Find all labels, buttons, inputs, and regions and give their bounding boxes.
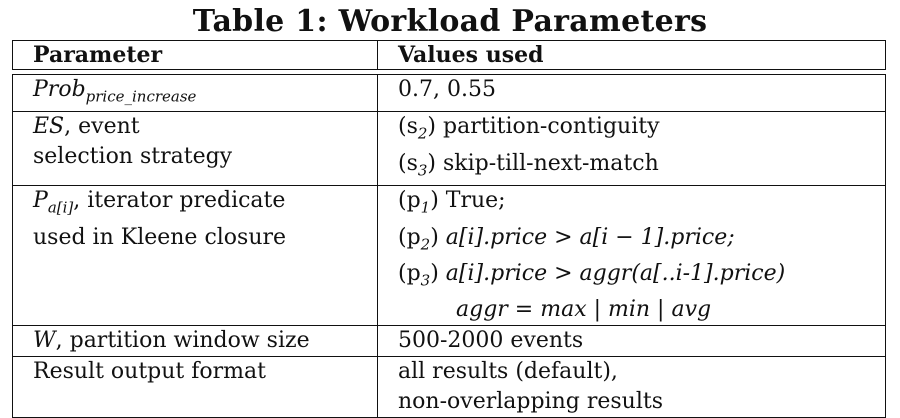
table-row: Probprice_increase 0.7, 0.55 <box>12 73 886 113</box>
table-row: ES, event selection strategy (s2) partit… <box>12 111 886 187</box>
table-row: Pa[i], iterator predicate used in Kleene… <box>12 185 886 327</box>
value-line: (p3) a[i].price > aggr(a[..i-1].price) <box>398 260 786 290</box>
param-symbol: ES <box>33 114 65 140</box>
table-row: W, partition window size 500-2000 events <box>12 325 886 358</box>
param-cell: ES, event selection strategy <box>12 111 378 187</box>
param-symbol: Prob <box>33 77 86 102</box>
value-line: all results (default), <box>398 359 618 385</box>
values-cell: (p1) True; (p2) a[i].price > a[i − 1].pr… <box>377 185 886 327</box>
value-line: (p2) a[i].price > a[i − 1].price; <box>398 224 735 253</box>
table-caption: Table 1: Workload Parameters <box>192 4 708 39</box>
values-cell: 500-2000 events <box>377 325 886 358</box>
param-symbol: W <box>33 328 56 354</box>
header-parameter: Parameter <box>12 40 378 70</box>
param-text: , iterator predicate <box>73 188 286 214</box>
value-line: 500-2000 events <box>398 328 584 354</box>
value-line: 0.7, 0.55 <box>398 77 496 102</box>
param-text: Result output format <box>33 359 266 385</box>
param-cell: Probprice_increase <box>12 73 378 113</box>
value-line: (s3) skip-till-next-match <box>398 150 659 180</box>
values-cell: (s2) partition-contiguity (s3) skip-till… <box>377 111 886 187</box>
value-line: (s2) partition-contiguity <box>398 114 660 143</box>
param-subscript: a[i] <box>47 198 74 217</box>
param-text: , partition window size <box>55 328 310 354</box>
param-text: , event <box>64 114 140 140</box>
values-cell: 0.7, 0.55 <box>377 73 886 113</box>
param-text: selection strategy <box>33 144 233 170</box>
value-line: aggr = max | min | avg <box>456 297 712 323</box>
param-cell: Result output format <box>12 356 378 418</box>
value-line: (p1) True; <box>398 188 506 217</box>
param-text: used in Kleene closure <box>33 224 287 250</box>
table-header-row: Parameter Values used <box>12 40 886 70</box>
param-subscript: price_increase <box>85 87 197 106</box>
values-cell: all results (default), non-overlapping r… <box>377 356 886 418</box>
param-symbol: P <box>33 188 48 214</box>
table-row: Result output format all results (defaul… <box>12 356 886 418</box>
param-cell: W, partition window size <box>12 325 378 358</box>
header-values-used: Values used <box>377 40 886 70</box>
workload-parameters-table: Parameter Values used Probprice_increase… <box>12 40 886 418</box>
value-line: non-overlapping results <box>398 389 663 415</box>
param-cell: Pa[i], iterator predicate used in Kleene… <box>12 185 378 327</box>
